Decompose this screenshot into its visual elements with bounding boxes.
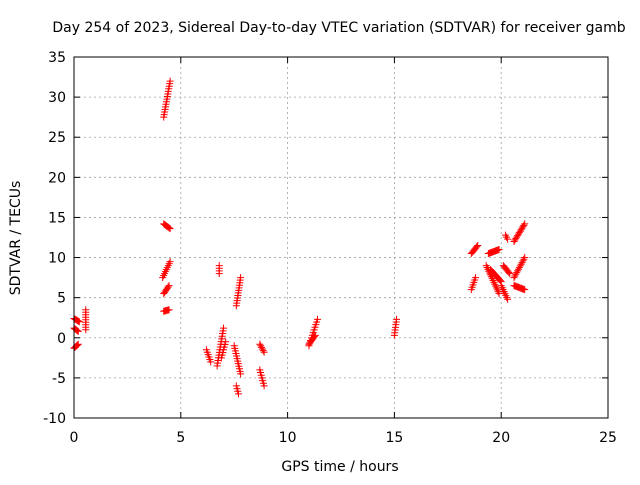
data-point [314,315,322,323]
data-point [220,324,228,332]
y-axis-label: SDTVAR / TECUs [8,181,24,296]
data-point [513,269,521,277]
data-point [310,333,318,341]
y-tick-label: 35 [48,50,66,66]
grid-lines [74,57,608,418]
data-point [256,340,264,348]
data-point [165,282,173,290]
x-tick-label: 25 [599,430,617,446]
data-point [520,255,528,263]
data-point [505,268,513,276]
data-point [519,223,527,231]
data-point [517,226,525,234]
data-point [75,318,83,326]
data-point [73,327,81,335]
data-point [512,235,520,243]
data-point [164,283,172,291]
data-point [215,270,223,278]
data-point [237,370,245,378]
data-point [74,340,82,348]
data-point [474,242,482,250]
axes: 0 5 10 15 20 25 -10 -5 0 5 10 15 20 25 30 35 [43,50,617,446]
data-point [73,341,81,349]
x-tick-label: 5 [176,430,185,446]
data-points [70,77,529,398]
data-point [514,230,522,238]
data-point [512,270,520,278]
x-tick-label: 20 [492,430,510,446]
data-point [519,257,527,265]
data-point [74,327,82,335]
data-point [516,227,524,235]
data-point [74,317,82,325]
data-point [473,243,481,251]
x-tick-label: 15 [385,430,403,446]
chart-title: Day 254 of 2023, Sidereal Day-to-day VTE… [52,20,625,36]
data-point [234,390,242,398]
data-point [504,235,512,243]
plot-frame [73,56,609,419]
y-tick-label: 25 [48,130,66,146]
data-point [511,236,519,244]
data-point [510,238,518,246]
data-point [164,223,172,231]
y-tick-label: 20 [48,170,66,186]
data-point [260,382,268,390]
data-point [506,270,514,278]
data-point [517,260,525,268]
data-point [513,233,521,241]
data-point [165,224,173,232]
y-tick-label: 10 [48,251,66,267]
data-point [514,232,522,240]
data-point [207,358,215,366]
data-point [515,229,523,237]
data-point [166,77,174,85]
x-axis-label: GPS time / hours [281,459,398,475]
data-point [258,345,266,353]
x-tick-label: 0 [70,430,79,446]
y-tick-label: 0 [57,331,66,347]
data-point [222,338,230,346]
data-point [82,326,90,334]
data-point [495,246,503,254]
y-tick-label: 15 [48,210,66,226]
data-point [521,220,529,228]
data-point [504,295,512,303]
data-point [514,267,522,275]
y-tick-label: 5 [57,291,66,307]
data-point [518,224,526,232]
y-tick-label: -10 [43,411,66,427]
data-point [311,331,319,339]
data-point [521,254,529,262]
data-point [521,286,529,294]
data-point [260,348,268,356]
y-tick-label: -5 [52,371,66,387]
data-point [258,343,266,351]
data-point [472,274,480,282]
data-point [393,315,401,323]
data-point [518,259,526,267]
data-point [510,274,518,282]
data-point [237,274,245,282]
data-point [74,317,82,325]
data-point [165,306,173,314]
data-point [520,221,528,229]
data-point [514,265,522,273]
y-tick-label: 30 [48,90,66,106]
data-point [166,258,174,266]
data-point [511,272,519,280]
data-point [496,277,504,285]
x-tick-label: 10 [279,430,297,446]
data-point [166,225,174,233]
data-point [259,347,267,355]
data-point [516,262,524,270]
data-point [515,264,523,272]
data-point [257,342,265,350]
